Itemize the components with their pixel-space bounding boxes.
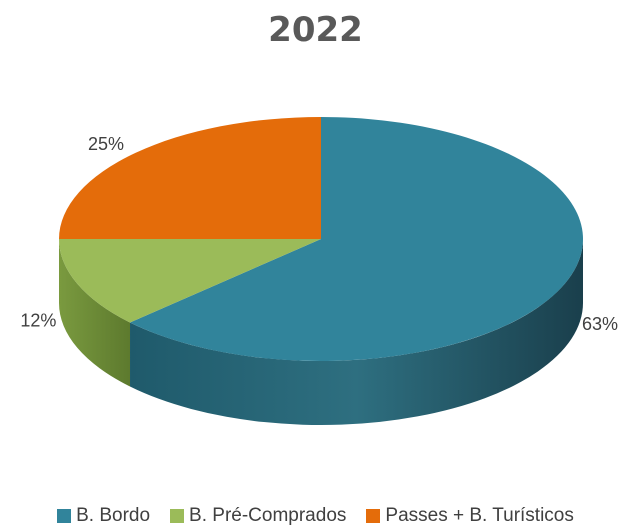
legend-item-b-bordo: B. Bordo bbox=[57, 505, 150, 527]
pie-labels: 63% 12% 25% bbox=[20, 134, 618, 334]
legend-swatch bbox=[366, 509, 381, 523]
data-label-b-bordo: 63% bbox=[582, 314, 618, 334]
legend-swatch bbox=[170, 509, 185, 523]
legend-label: B. Pré-Comprados bbox=[189, 505, 347, 526]
chart-legend: B. Bordo B. Pré-Comprados Passes + B. Tu… bbox=[0, 505, 631, 527]
data-label-b-pre-comprados: 12% bbox=[20, 310, 56, 330]
pie-slice-passes-b-turisticos bbox=[59, 117, 321, 239]
legend-item-passes-b-turisticos: Passes + B. Turísticos bbox=[366, 505, 574, 527]
legend-item-b-pre-comprados: B. Pré-Comprados bbox=[170, 505, 346, 527]
pie-slice-side-b-bordo bbox=[130, 239, 583, 425]
legend-label: Passes + B. Turísticos bbox=[385, 505, 574, 526]
pie-slice-b-pre-comprados bbox=[59, 239, 321, 323]
legend-swatch bbox=[57, 509, 72, 523]
chart-title: 2022 bbox=[268, 10, 363, 50]
data-label-passes-b-turisticos: 25% bbox=[88, 134, 124, 154]
pie-slice-b-bordo bbox=[130, 117, 583, 361]
legend-label: B. Bordo bbox=[76, 505, 151, 526]
pie-tops bbox=[59, 117, 583, 361]
pie-sides bbox=[59, 239, 583, 425]
pie-chart: 63% 12% 25% bbox=[20, 117, 618, 425]
pie-slice-side-b-pre-comprados bbox=[59, 239, 131, 387]
